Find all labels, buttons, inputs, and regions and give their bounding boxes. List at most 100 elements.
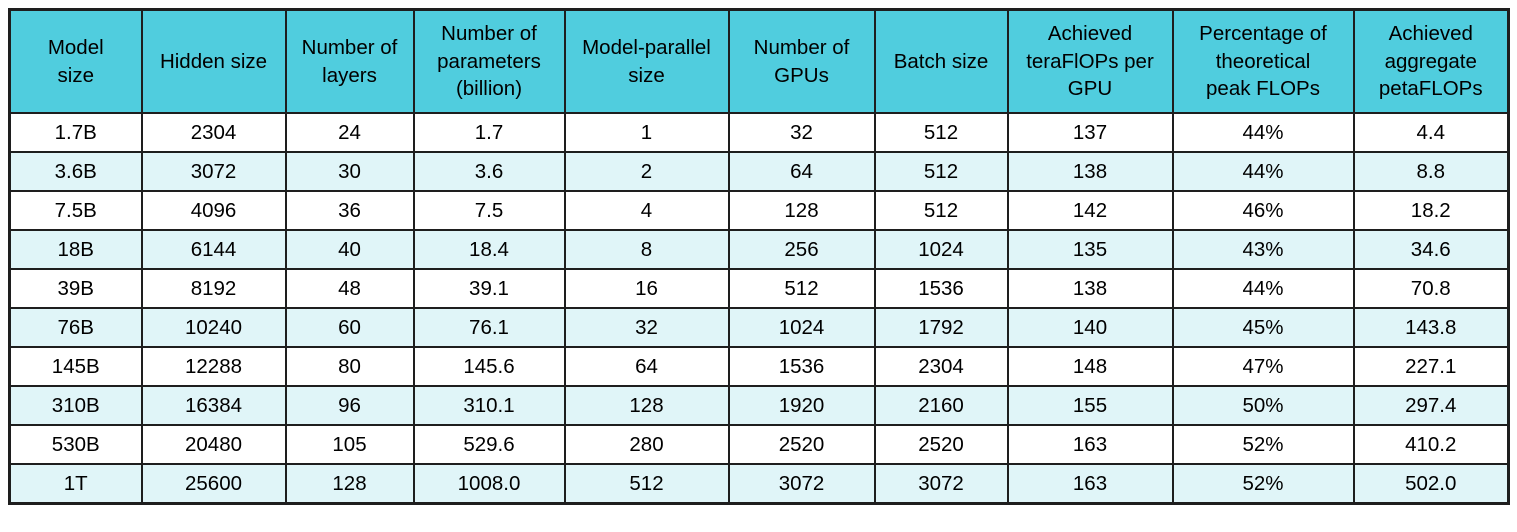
table-cell: 2304: [873, 346, 1009, 387]
table-cell: 34.6: [1352, 229, 1510, 270]
table-cell: 80: [284, 346, 415, 387]
table-cell: 7.5: [412, 190, 566, 231]
table-cell: 70.8: [1352, 268, 1510, 309]
table-cell: 128: [727, 190, 876, 231]
column-header: Number of layers: [284, 8, 415, 114]
table-cell: 8: [563, 229, 730, 270]
table-cell: 2160: [873, 385, 1009, 426]
table-cell: 135: [1006, 229, 1174, 270]
table-row: 18B 6144 40 18.4 8 256 1024 135 43% 34.6: [8, 229, 1510, 270]
table-cell: 1024: [873, 229, 1009, 270]
table-cell: 47%: [1171, 346, 1355, 387]
table-cell: 18.4: [412, 229, 566, 270]
column-header: Batch size: [873, 8, 1009, 114]
table-cell: 16384: [140, 385, 287, 426]
table-cell: 1T: [8, 463, 143, 505]
table-cell: 10240: [140, 307, 287, 348]
table-row: 530B 20480 105 529.6 280 2520 2520 163 52% 410.2: [8, 424, 1510, 465]
table-cell: 8.8: [1352, 151, 1510, 192]
table-cell: 3072: [873, 463, 1009, 505]
column-header: Number of parameters (billion): [412, 8, 566, 114]
table-cell: 140: [1006, 307, 1174, 348]
table-cell: 3.6B: [8, 151, 143, 192]
table-cell: 30: [284, 151, 415, 192]
table-cell: 20480: [140, 424, 287, 465]
table-row: 1.7B 2304 24 1.7 1 32 512 137 44% 4.4: [8, 112, 1510, 153]
table-cell: 76B: [8, 307, 143, 348]
column-header: Percentage of theoretical peak FLOPs: [1171, 8, 1355, 114]
table-cell: 256: [727, 229, 876, 270]
table-cell: 2520: [727, 424, 876, 465]
table-row: 39B 8192 48 39.1 16 512 1536 138 44% 70.8: [8, 268, 1510, 309]
table-cell: 1536: [873, 268, 1009, 309]
table-cell: 16: [563, 268, 730, 309]
column-header: Hidden size: [140, 8, 287, 114]
table-cell: 46%: [1171, 190, 1355, 231]
table-cell: 40: [284, 229, 415, 270]
table-cell: 18B: [8, 229, 143, 270]
table-cell: 3.6: [412, 151, 566, 192]
table-cell: 1.7B: [8, 112, 143, 153]
table-row: 76B 10240 60 76.1 32 1024 1792 140 45% 143.8: [8, 307, 1510, 348]
table-cell: 143.8: [1352, 307, 1510, 348]
table-cell: 4: [563, 190, 730, 231]
table-cell: 32: [727, 112, 876, 153]
table-row: 7.5B 4096 36 7.5 4 128 512 142 46% 18.2: [8, 190, 1510, 231]
table-cell: 2: [563, 151, 730, 192]
table-header-row: Model size Hidden size Number of layers Num…: [8, 8, 1510, 114]
table-cell: 2520: [873, 424, 1009, 465]
table-cell: 138: [1006, 151, 1174, 192]
table-cell: 36: [284, 190, 415, 231]
table-cell: 50%: [1171, 385, 1355, 426]
table-cell: 7.5B: [8, 190, 143, 231]
table-cell: 45%: [1171, 307, 1355, 348]
table-cell: 18.2: [1352, 190, 1510, 231]
table-cell: 32: [563, 307, 730, 348]
table-cell: 1.7: [412, 112, 566, 153]
table-cell: 4.4: [1352, 112, 1510, 153]
column-header: Model size: [8, 8, 143, 114]
table-cell: 12288: [140, 346, 287, 387]
table-cell: 44%: [1171, 268, 1355, 309]
table-cell: 2304: [140, 112, 287, 153]
table-cell: 310.1: [412, 385, 566, 426]
table-cell: 280: [563, 424, 730, 465]
table-cell: 44%: [1171, 112, 1355, 153]
column-header: Achieved teraFlOPs per GPU: [1006, 8, 1174, 114]
table-page: Model size Hidden size Number of layers Num…: [8, 8, 1510, 505]
table-cell: 128: [563, 385, 730, 426]
table-cell: 6144: [140, 229, 287, 270]
table-cell: 310B: [8, 385, 143, 426]
table-cell: 512: [563, 463, 730, 505]
table-cell: 44%: [1171, 151, 1355, 192]
table-cell: 24: [284, 112, 415, 153]
table-cell: 1: [563, 112, 730, 153]
table-cell: 227.1: [1352, 346, 1510, 387]
table-cell: 76.1: [412, 307, 566, 348]
table-cell: 512: [727, 268, 876, 309]
table-cell: 3072: [727, 463, 876, 505]
table-cell: 148: [1006, 346, 1174, 387]
table-cell: 297.4: [1352, 385, 1510, 426]
table-cell: 512: [873, 151, 1009, 192]
table-cell: 25600: [140, 463, 287, 505]
table-cell: 530B: [8, 424, 143, 465]
table-cell: 52%: [1171, 424, 1355, 465]
table-cell: 145.6: [412, 346, 566, 387]
table-cell: 1536: [727, 346, 876, 387]
table-cell: 105: [284, 424, 415, 465]
table-row: 145B 12288 80 145.6 64 1536 2304 148 47% 227.1: [8, 346, 1510, 387]
table-cell: 128: [284, 463, 415, 505]
table-cell: 4096: [140, 190, 287, 231]
table-cell: 3072: [140, 151, 287, 192]
table-cell: 512: [873, 190, 1009, 231]
table-cell: 155: [1006, 385, 1174, 426]
table-row: 1T 25600 128 1008.0 512 3072 3072 163 52% 502.0: [8, 463, 1510, 505]
table-row: 310B 16384 96 310.1 128 1920 2160 155 50% 297.4: [8, 385, 1510, 426]
table-cell: 502.0: [1352, 463, 1510, 505]
table-cell: 60: [284, 307, 415, 348]
table-cell: 145B: [8, 346, 143, 387]
table-cell: 512: [873, 112, 1009, 153]
table-cell: 96: [284, 385, 415, 426]
table-cell: 48: [284, 268, 415, 309]
